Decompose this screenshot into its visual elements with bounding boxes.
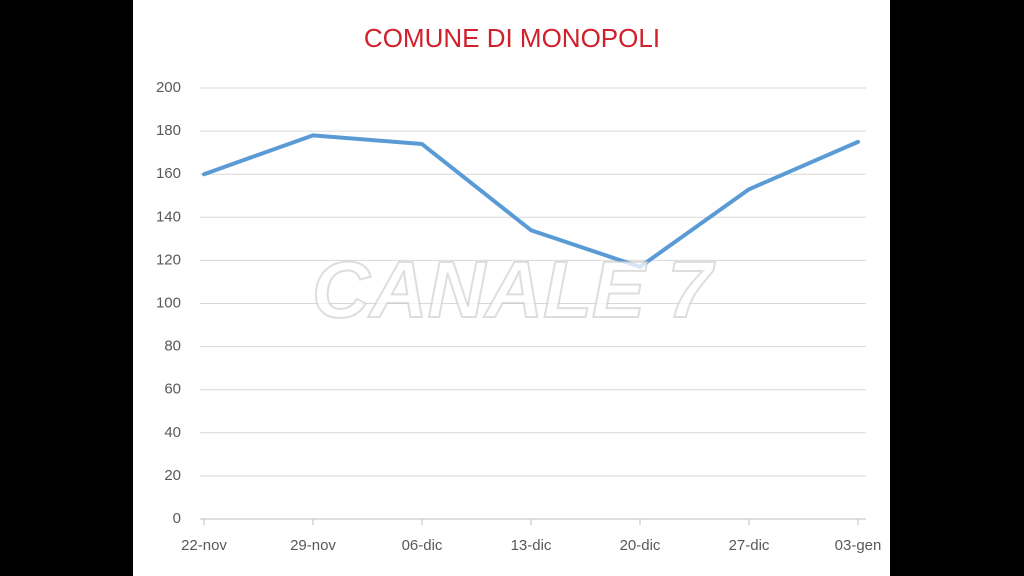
watermark: CANALE 7 [312, 245, 716, 334]
y-tick-label: 100 [156, 294, 181, 311]
y-tick-label: 120 [156, 251, 181, 268]
y-tick-label: 200 [156, 79, 181, 96]
y-tick-label: 0 [173, 510, 181, 527]
y-tick-label: 80 [164, 338, 181, 355]
chart-panel [133, 0, 890, 576]
x-tick-label: 22-nov [181, 537, 227, 554]
x-tick-label: 27-dic [729, 537, 770, 554]
x-tick-label: 29-nov [290, 537, 336, 554]
x-tick-label: 13-dic [511, 537, 552, 554]
x-tick-label: 03-gen [835, 537, 882, 554]
y-tick-label: 60 [164, 381, 181, 398]
chart-title: COMUNE DI MONOPOLI [364, 23, 660, 53]
y-tick-label: 20 [164, 467, 181, 484]
plot: 0 20 40 60 80 100 120 140 160 180 200 22-nov 29-nov 0… [156, 79, 881, 554]
x-tick-label: 06-dic [402, 537, 443, 554]
x-tick-label: 20-dic [620, 537, 661, 554]
y-tick-label: 140 [156, 208, 181, 225]
line-series [202, 133, 860, 269]
y-tick-label: 40 [164, 424, 181, 441]
y-tick-label: 160 [156, 165, 181, 182]
y-tick-label: 180 [156, 122, 181, 139]
